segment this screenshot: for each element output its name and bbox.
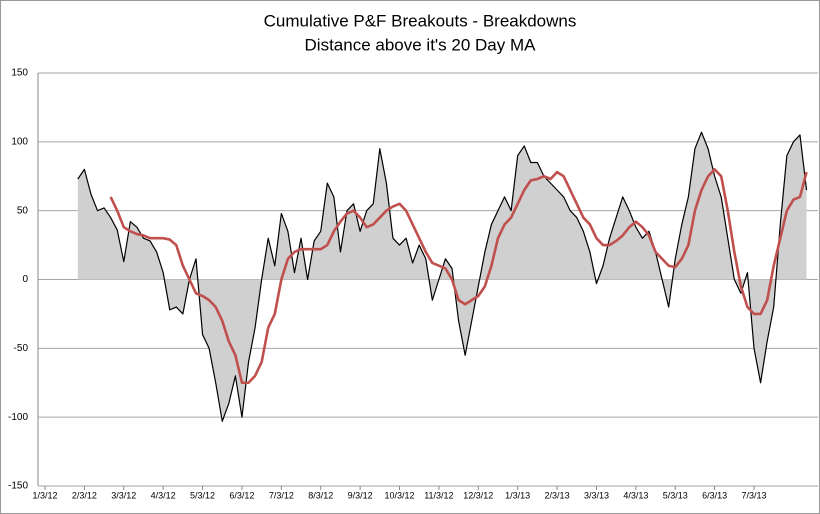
x-tick-label: 6/3/13 xyxy=(702,490,727,500)
x-tick-label: 4/3/12 xyxy=(151,490,176,500)
x-tick-label: 2/3/13 xyxy=(545,490,570,500)
x-tick-label: 6/3/12 xyxy=(229,490,254,500)
x-tick-label: 3/3/13 xyxy=(584,490,609,500)
y-tick-label: 100 xyxy=(11,136,28,147)
x-tick-label: 2/3/12 xyxy=(72,490,97,500)
y-tick-label: -50 xyxy=(14,343,29,354)
x-tick-label: 3/3/12 xyxy=(111,490,136,500)
x-tick-label: 7/3/12 xyxy=(269,490,294,500)
y-tick-label: -150 xyxy=(8,481,28,492)
line xyxy=(77,131,808,422)
x-tick-label: 10/3/12 xyxy=(384,490,414,500)
x-tick-label: 8/3/12 xyxy=(308,490,333,500)
x-tick-label: 1/3/12 xyxy=(32,490,57,500)
x-tick-label: 9/3/12 xyxy=(348,490,373,500)
area xyxy=(77,132,807,422)
y-tick-label: -100 xyxy=(8,412,28,423)
y-tick-label: 50 xyxy=(17,205,29,216)
x-tick-label: 12/3/12 xyxy=(463,490,493,500)
line xyxy=(109,168,808,385)
y-tick-label: 0 xyxy=(22,274,28,285)
x-tick-label: 11/3/12 xyxy=(424,490,453,500)
x-tick-label: 5/3/13 xyxy=(663,490,688,500)
x-tick-label: 5/3/12 xyxy=(190,490,215,500)
chart-subtitle: Distance above it's 20 Day MA xyxy=(305,35,537,54)
y-tick-label: 150 xyxy=(11,68,28,79)
x-tick-label: 4/3/13 xyxy=(623,490,648,500)
x-tick-label: 7/3/13 xyxy=(742,490,767,500)
x-tick-label: 1/3/13 xyxy=(505,490,530,500)
chart-title: Cumulative P&F Breakouts - Breakdowns xyxy=(264,11,577,30)
